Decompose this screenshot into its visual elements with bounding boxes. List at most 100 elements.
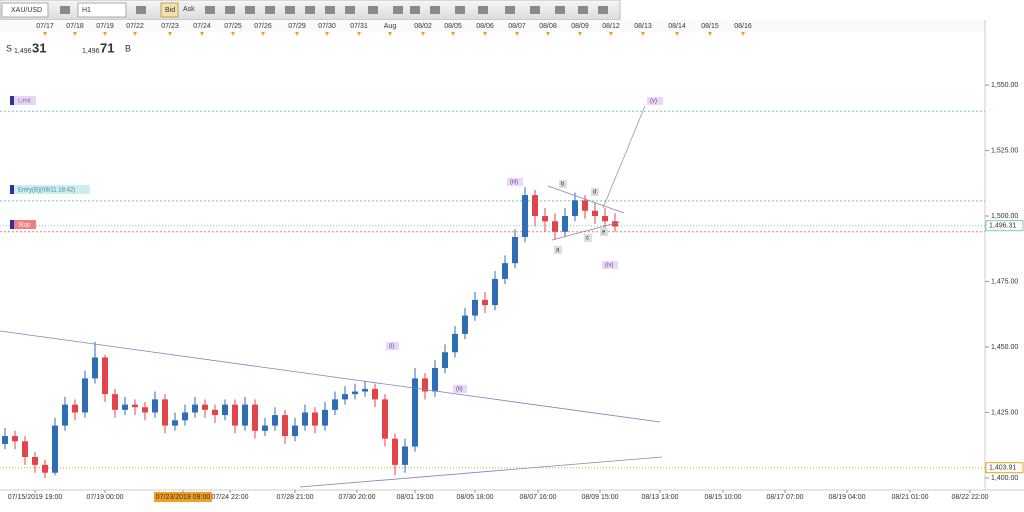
- x-tick-label: 08/07 16:00: [520, 494, 557, 501]
- symbol-select[interactable]: [1, 2, 49, 18]
- candle-body: [312, 412, 318, 426]
- price-tag: [985, 220, 1024, 232]
- stop-marker: [10, 220, 14, 229]
- candle-body: [472, 299, 478, 316]
- date-marker: [546, 32, 550, 36]
- date-marker: [708, 32, 712, 36]
- x-tick-label: 07/15/2019 19:00: [8, 494, 63, 501]
- triangle-line: [547, 185, 625, 214]
- date-bar: [0, 20, 985, 32]
- trend-line: [0, 330, 661, 423]
- candle-body: [542, 216, 548, 222]
- candle-body: [352, 391, 358, 395]
- y-tick-label: 1,450.00: [991, 344, 1018, 351]
- candle-body: [592, 210, 598, 217]
- date-label: 07/29: [288, 23, 306, 30]
- date-label: 08/16: [734, 23, 752, 30]
- candle-body: [232, 404, 238, 426]
- candle-body: [522, 195, 528, 237]
- wave-label: a: [556, 248, 560, 254]
- x-tick-highlight: [154, 492, 212, 502]
- x-tick-label: 08/09 15:00: [582, 494, 619, 501]
- buy-pips: 71: [100, 40, 114, 55]
- candle-body: [322, 409, 328, 426]
- candle-body: [132, 404, 138, 408]
- date-marker: [357, 32, 361, 36]
- date-marker: [515, 32, 519, 36]
- candle-body: [362, 388, 368, 392]
- candle-body: [12, 436, 18, 442]
- x-tick-label: 08/15 10:00: [705, 494, 742, 501]
- candle-body: [242, 404, 248, 426]
- date-marker: [578, 32, 582, 36]
- wave-label: c: [586, 236, 589, 242]
- y-tick-label: 1,500.00: [991, 213, 1018, 220]
- price-tag-label: 1,403.91: [989, 465, 1016, 472]
- candle-body: [292, 425, 298, 437]
- sell-side: S: [6, 43, 12, 53]
- date-label: 08/09: [571, 23, 589, 30]
- date-label: 07/23: [161, 23, 179, 30]
- y-tick-label: 1,425.00: [991, 409, 1018, 416]
- date-label: 08/02: [414, 23, 432, 30]
- date-marker: [43, 32, 47, 36]
- stop-label: Stop: [18, 223, 31, 229]
- buy-price: 1,496: [82, 48, 100, 55]
- candle-body: [282, 415, 288, 437]
- bid-button[interactable]: [160, 2, 179, 18]
- date-marker: [168, 32, 172, 36]
- candle-body: [382, 399, 388, 439]
- drawings: [0, 105, 663, 488]
- x-tick-label: 08/13 13:00: [642, 494, 679, 501]
- x-tick-label: 07/23/2019 09:00: [156, 494, 211, 501]
- date-label: 07/18: [66, 23, 84, 30]
- timeframe-select[interactable]: [77, 2, 127, 18]
- entry-marker: [10, 185, 14, 194]
- date-marker: [231, 32, 235, 36]
- candle-body: [22, 441, 28, 457]
- x-tick-label: 07/24 22:00: [212, 494, 249, 501]
- y-tick-label: 1,400.00: [991, 475, 1018, 482]
- date-marker: [295, 32, 299, 36]
- projection-line: [602, 105, 646, 209]
- wave-labels: (i) (ii) (iii) (iv) (v) a b c d e: [386, 97, 663, 393]
- wave-label: (i): [389, 344, 394, 350]
- date-label: 08/14: [668, 23, 686, 30]
- date-marker: [483, 32, 487, 36]
- entry-box[interactable]: [10, 185, 90, 194]
- order-labels: Limit Entry(B)(08/11 18:42) Stop: [10, 96, 90, 229]
- wave-label: d: [593, 190, 596, 196]
- y-tick-label: 1,475.00: [991, 278, 1018, 285]
- date-marker: [451, 32, 455, 36]
- date-label: 07/25: [224, 23, 242, 30]
- date-marker: [73, 32, 77, 36]
- date-label: 07/17: [36, 23, 54, 30]
- candle-body: [32, 456, 38, 465]
- candle-body: [582, 200, 588, 211]
- candle-body: [152, 399, 158, 413]
- candle-body: [2, 436, 8, 444]
- candle-body: [122, 404, 128, 410]
- candle-body: [62, 404, 68, 426]
- candle-body: [372, 388, 378, 400]
- wave-label: (iv): [605, 263, 613, 269]
- candle-body: [492, 278, 498, 306]
- ask[interactable]: Ask: [183, 6, 195, 13]
- candle-body: [572, 200, 578, 217]
- date-label: 08/12: [602, 23, 620, 30]
- candle-body: [602, 216, 608, 222]
- plot: [0, 110, 985, 478]
- price-tag: [985, 462, 1024, 474]
- date-label: 08/05: [444, 23, 462, 30]
- wave-label: (v): [650, 99, 657, 105]
- candle-body: [192, 404, 198, 413]
- date-marker: [388, 32, 392, 36]
- y-tick-label: 1,550.00: [991, 82, 1018, 89]
- candle-body: [182, 412, 188, 421]
- limit-box[interactable]: [10, 96, 36, 105]
- candle-body: [612, 221, 618, 227]
- stop-box[interactable]: [10, 220, 36, 229]
- x-tick-label: 08/22 22:00: [952, 494, 989, 501]
